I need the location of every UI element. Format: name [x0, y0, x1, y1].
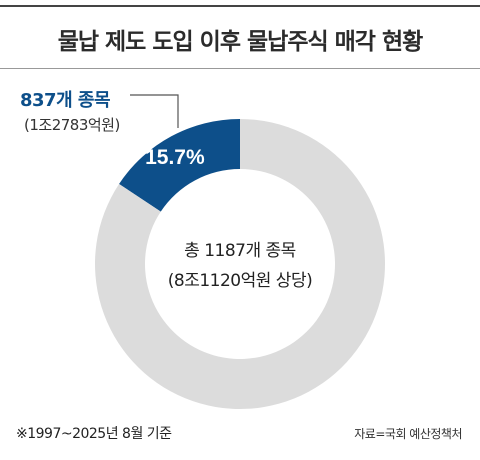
chart-title: 물납 제도 도입 이후 물납주식 매각 현황 [57, 29, 424, 55]
source-note: 자료=국회 예산정책처 [354, 427, 462, 441]
top-rule [0, 5, 480, 7]
slice-label-highlight: 15.7% [145, 146, 205, 169]
center-total-count: 총 1187개 종목 [184, 241, 296, 261]
callout-leader-line [130, 94, 179, 128]
slice-remainder [95, 119, 385, 410]
center-total-amount: (8조1120억원 상당) [167, 271, 313, 291]
callout-amount: (1조2783억원) [24, 116, 120, 134]
slice-highlight [119, 119, 240, 212]
callout-stock-count: 837개 종목 [20, 90, 111, 111]
footnote: ※1997~2025년 8월 기준 [16, 426, 172, 442]
title-divider [0, 68, 480, 69]
donut-slices [95, 119, 385, 410]
